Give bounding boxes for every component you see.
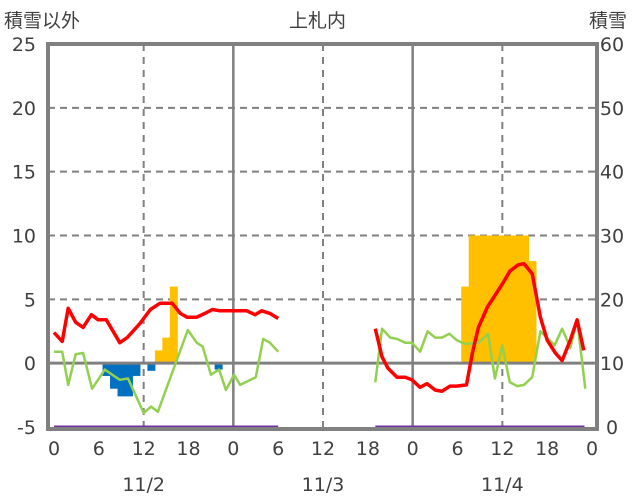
orange-bar bbox=[528, 261, 537, 364]
orange-bar bbox=[498, 235, 507, 364]
orange-bar bbox=[506, 235, 515, 364]
y-tick-right: 60 bbox=[600, 34, 624, 56]
y-tick-right: 0 bbox=[606, 417, 618, 439]
orange-bar bbox=[154, 350, 163, 364]
plot-frame bbox=[46, 42, 599, 431]
x-tick-label: 18 bbox=[535, 438, 559, 460]
orange-bar bbox=[169, 286, 178, 364]
x-tick-label: 12 bbox=[490, 438, 514, 460]
x-tick-label: 0 bbox=[48, 438, 60, 460]
blue-bar bbox=[132, 363, 141, 376]
blue-bar bbox=[214, 363, 223, 370]
day-label: 11/3 bbox=[302, 474, 345, 496]
right-axis-title: 積雪 bbox=[589, 10, 628, 32]
green-line-series bbox=[54, 328, 280, 415]
x-tick-label: 0 bbox=[586, 438, 598, 460]
orange-bar bbox=[162, 337, 171, 364]
orange-bar bbox=[491, 235, 500, 364]
red-line-series bbox=[373, 261, 586, 394]
x-tick-label: 12 bbox=[311, 438, 335, 460]
y-tick-right: 10 bbox=[600, 353, 624, 375]
x-tick-label: 18 bbox=[176, 438, 200, 460]
y-tick-right: 40 bbox=[600, 162, 624, 184]
y-tick-left: 10 bbox=[12, 226, 36, 248]
y-tick-left: 0 bbox=[24, 353, 36, 375]
y-tick-left: -5 bbox=[17, 417, 36, 439]
y-tick-right: 50 bbox=[600, 98, 624, 120]
y-tick-left: 25 bbox=[12, 34, 36, 56]
red-line-series bbox=[52, 301, 280, 345]
day-label: 11/2 bbox=[122, 474, 165, 496]
chart-title: 上札内 bbox=[289, 10, 347, 32]
x-tick-label: 18 bbox=[356, 438, 380, 460]
blue-bar bbox=[147, 363, 156, 371]
orange-bar bbox=[521, 235, 529, 364]
y-tick-left: 5 bbox=[24, 289, 36, 311]
orange-bar bbox=[476, 235, 485, 364]
day-label: 11/4 bbox=[481, 474, 524, 496]
orange-bar bbox=[483, 235, 492, 364]
x-tick-label: 0 bbox=[227, 438, 239, 460]
x-tick-label: 6 bbox=[93, 438, 105, 460]
green-line-series bbox=[374, 318, 587, 389]
x-tick-label: 0 bbox=[407, 438, 419, 460]
left-axis-title: 積雪以外 bbox=[4, 10, 81, 32]
x-tick-label: 6 bbox=[272, 438, 284, 460]
y-tick-left: 15 bbox=[12, 162, 36, 184]
orange-bar bbox=[461, 286, 470, 364]
x-tick-label: 12 bbox=[132, 438, 156, 460]
y-tick-right: 20 bbox=[600, 289, 624, 311]
y-tick-right: 30 bbox=[600, 226, 624, 248]
orange-bar bbox=[468, 235, 477, 364]
orange-bar bbox=[513, 235, 522, 364]
y-tick-left: 20 bbox=[12, 98, 36, 120]
x-tick-label: 6 bbox=[451, 438, 463, 460]
